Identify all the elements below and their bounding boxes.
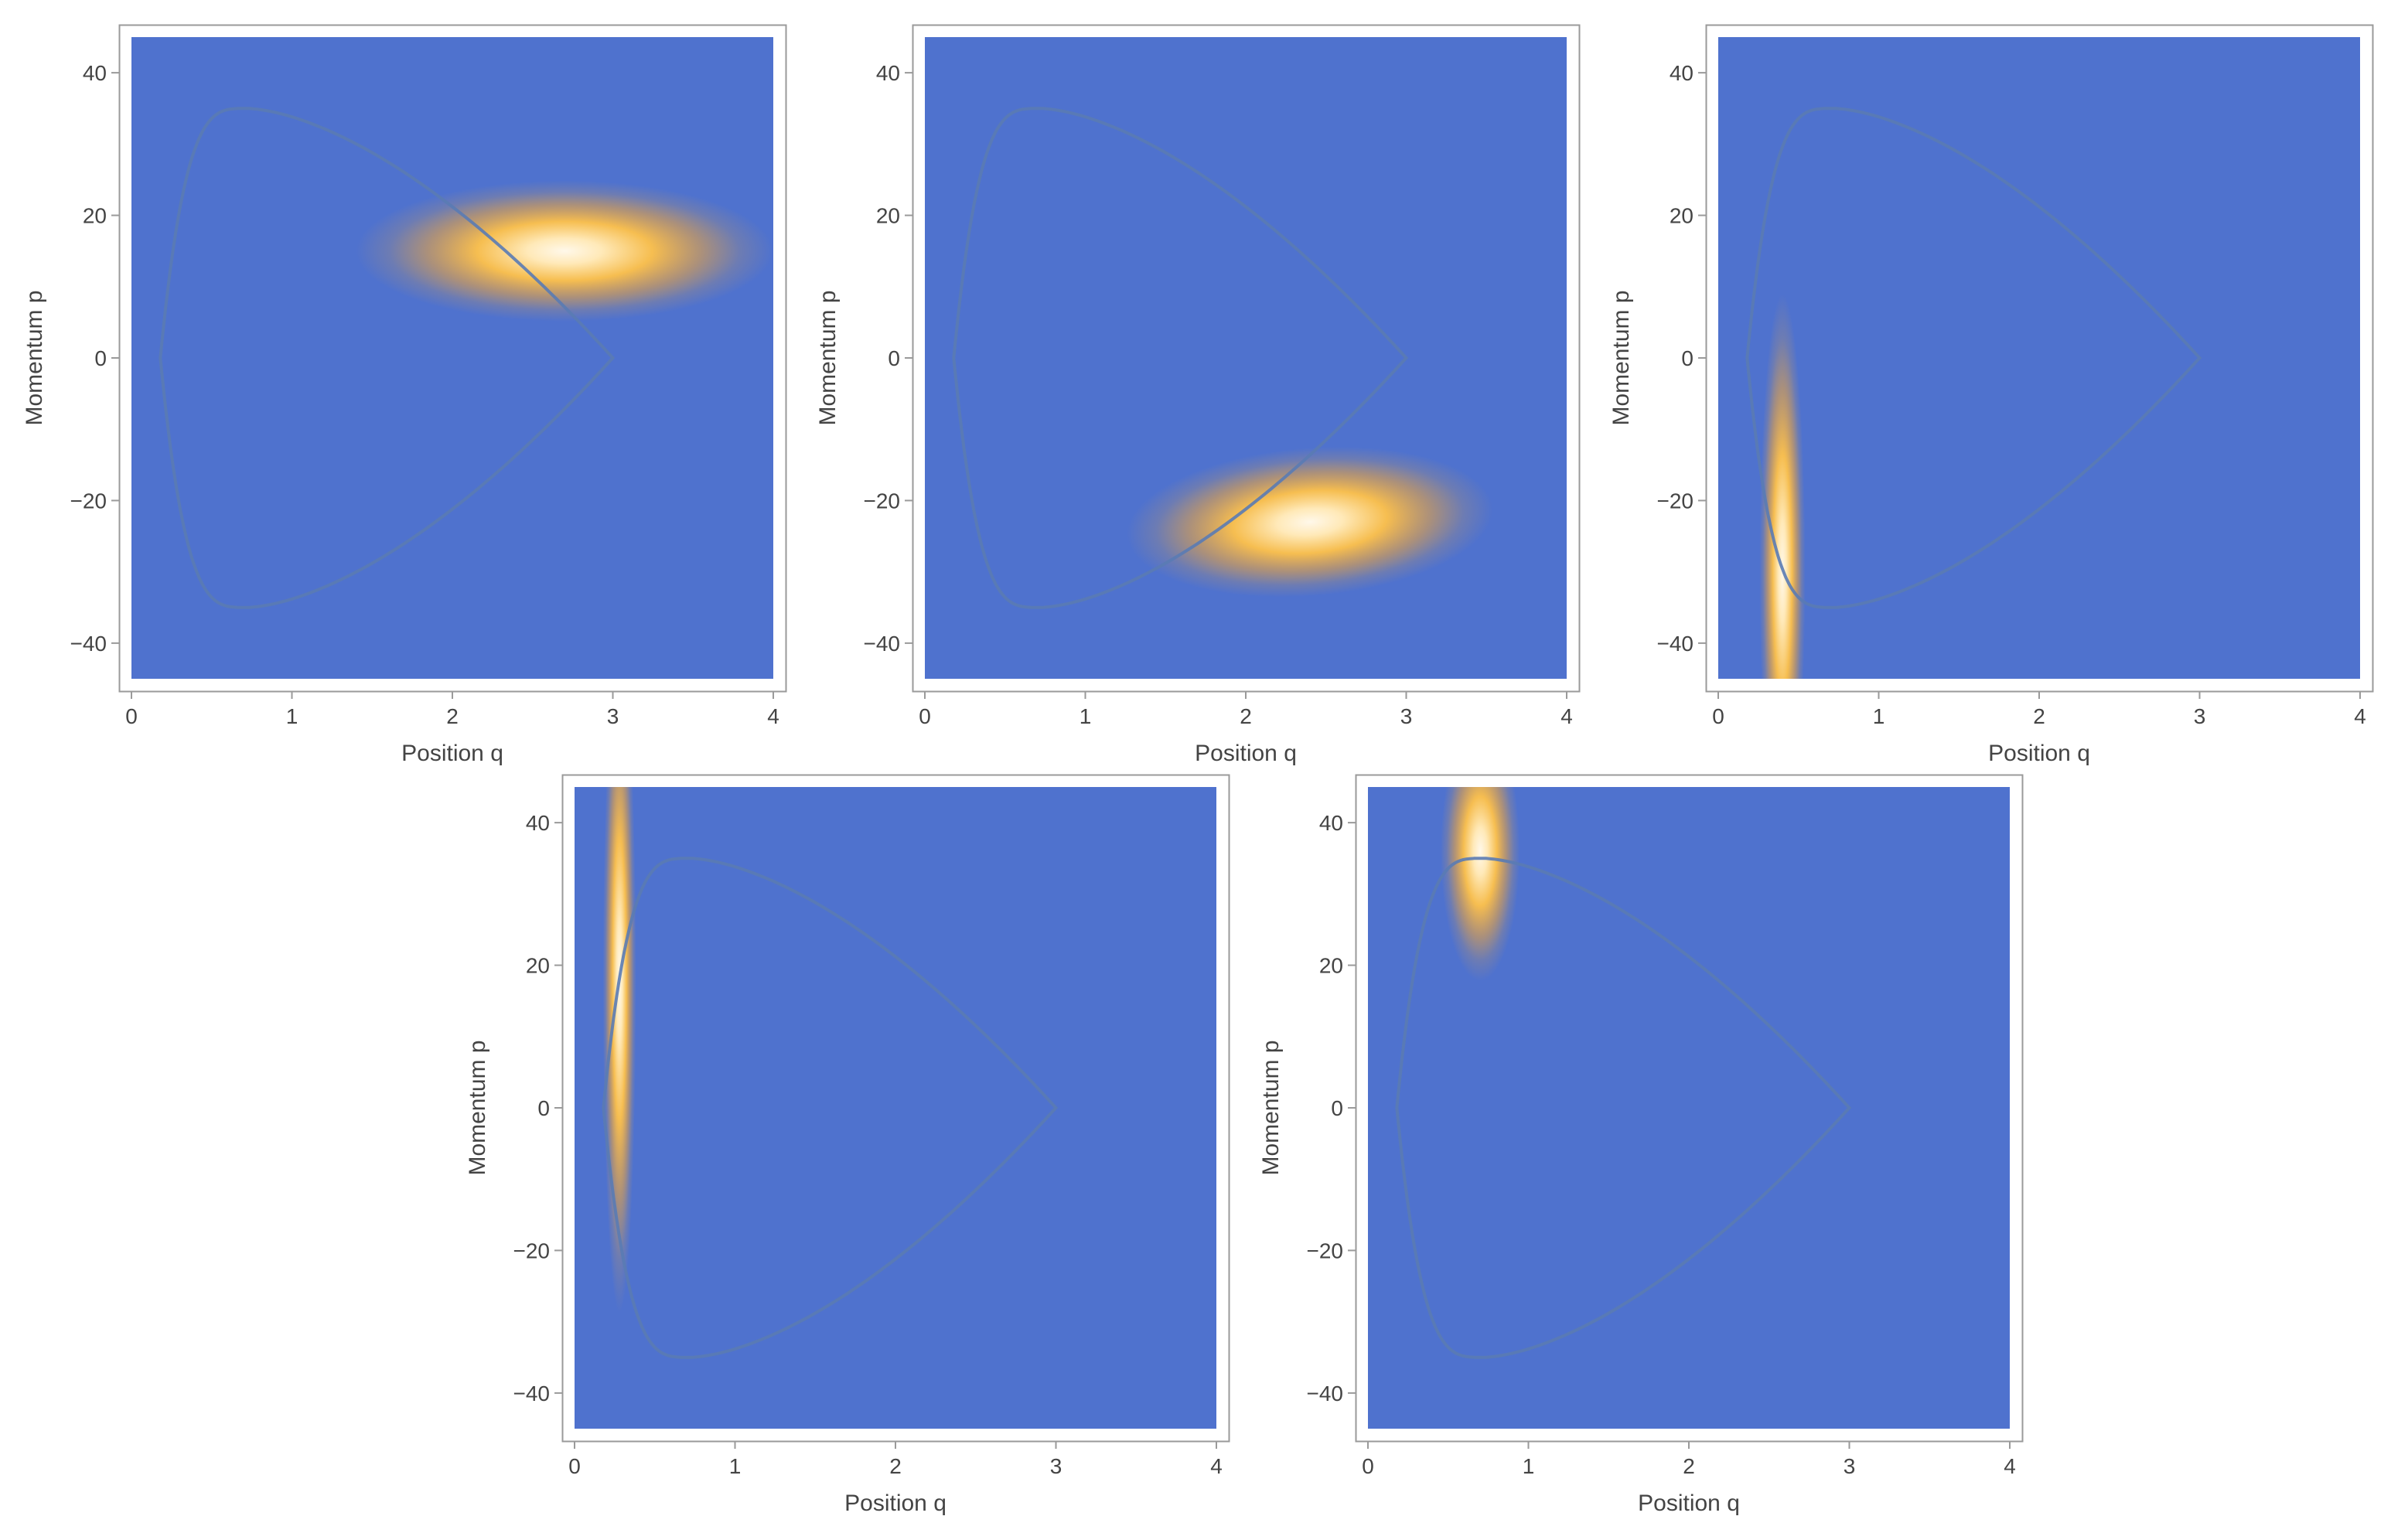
classical-orbit bbox=[952, 107, 1409, 609]
classical-orbit bbox=[1395, 857, 1852, 1359]
y-tick-label: 40 bbox=[83, 61, 107, 85]
x-tick-label: 3 bbox=[1844, 1454, 1856, 1478]
wave-packet-density bbox=[1127, 446, 1493, 598]
wave-packet-density bbox=[1759, 294, 1806, 679]
y-tick-label: 40 bbox=[1319, 811, 1343, 835]
wave-packet-density bbox=[356, 180, 773, 322]
x-tick-label: 0 bbox=[125, 704, 138, 728]
y-tick-label: 20 bbox=[83, 204, 107, 228]
y-axis-label: Momentum p bbox=[1608, 290, 1634, 425]
y-tick-label: −40 bbox=[1657, 632, 1694, 656]
x-tick-label: 1 bbox=[729, 1454, 742, 1478]
y-tick-label: −20 bbox=[1307, 1238, 1344, 1262]
x-tick-label: 4 bbox=[1210, 1454, 1223, 1478]
x-tick-label: 2 bbox=[446, 704, 459, 728]
y-tick-label: 40 bbox=[526, 811, 550, 835]
x-tick-label: 2 bbox=[1240, 704, 1252, 728]
x-tick-label: 4 bbox=[1560, 704, 1573, 728]
x-tick-label: 1 bbox=[1080, 704, 1092, 728]
x-tick-label: 2 bbox=[889, 1454, 902, 1478]
x-axis-label: Position q bbox=[1638, 1491, 1740, 1516]
density-background bbox=[575, 787, 1216, 1429]
phase-plot-1: 0 1 2 3 4 −40 −20 0 20 40 Position q Momentum p bbox=[22, 24, 787, 766]
x-tick-label: 4 bbox=[767, 704, 779, 728]
y-tick-label: 20 bbox=[876, 204, 900, 228]
y-tick-label: −40 bbox=[70, 632, 107, 656]
y-tick-label: −20 bbox=[1657, 489, 1694, 513]
x-axis-label: Position q bbox=[844, 1491, 947, 1516]
y-tick-label: −20 bbox=[864, 489, 901, 513]
x-tick-label: 1 bbox=[286, 704, 298, 728]
density-background bbox=[1718, 37, 2360, 679]
y-axis-label: Momentum p bbox=[465, 1040, 490, 1175]
x-tick-label: 2 bbox=[2033, 704, 2045, 728]
classical-orbit bbox=[159, 107, 616, 609]
phase-plot-4: 0 1 2 3 4 −40 −20 0 20 40 Position q Momentum p bbox=[465, 774, 1230, 1516]
y-tick-label: −20 bbox=[70, 489, 107, 513]
x-tick-label: 3 bbox=[607, 704, 619, 728]
x-tick-label: 2 bbox=[1683, 1454, 1695, 1478]
x-axis-label: Position q bbox=[1988, 741, 2090, 766]
y-tick-label: −40 bbox=[1307, 1382, 1344, 1405]
x-tick-label: 0 bbox=[1362, 1454, 1374, 1478]
wave-packet-density bbox=[1441, 787, 1520, 981]
x-tick-label: 3 bbox=[1400, 704, 1413, 728]
y-tick-label: −40 bbox=[864, 632, 901, 656]
phase-plot-3: 0 1 2 3 4 −40 −20 0 20 40 Position q Momentum p bbox=[1608, 24, 2374, 766]
x-tick-label: 1 bbox=[1873, 704, 1885, 728]
y-tick-label: 0 bbox=[1331, 1096, 1343, 1120]
x-tick-label: 4 bbox=[2004, 1454, 2016, 1478]
y-axis-label: Momentum p bbox=[22, 290, 47, 425]
x-tick-label: 3 bbox=[1050, 1454, 1062, 1478]
y-tick-label: 0 bbox=[94, 346, 107, 370]
y-axis-label: Momentum p bbox=[1258, 1040, 1284, 1175]
y-tick-label: 40 bbox=[1670, 61, 1693, 85]
x-tick-label: 0 bbox=[568, 1454, 581, 1478]
y-tick-label: −20 bbox=[513, 1238, 551, 1262]
x-tick-label: 3 bbox=[2194, 704, 2206, 728]
y-tick-label: 0 bbox=[888, 346, 900, 370]
classical-orbit bbox=[602, 857, 1059, 1359]
density-background bbox=[131, 37, 773, 679]
x-tick-label: 1 bbox=[1523, 1454, 1535, 1478]
y-tick-label: 20 bbox=[526, 954, 550, 978]
y-tick-label: 20 bbox=[1319, 954, 1343, 978]
x-axis-label: Position q bbox=[1195, 741, 1297, 766]
phase-plot-5: 0 1 2 3 4 −40 −20 0 20 40 Position q Momentum p bbox=[1258, 774, 2024, 1516]
x-tick-label: 0 bbox=[919, 704, 931, 728]
y-tick-label: 20 bbox=[1670, 204, 1693, 228]
classical-orbit bbox=[1745, 107, 2202, 609]
x-tick-label: 0 bbox=[1712, 704, 1724, 728]
y-tick-label: −40 bbox=[513, 1382, 551, 1405]
y-tick-label: 40 bbox=[876, 61, 900, 85]
y-tick-label: 0 bbox=[1681, 346, 1693, 370]
y-tick-label: 0 bbox=[537, 1096, 550, 1120]
x-tick-label: 4 bbox=[2354, 704, 2366, 728]
x-axis-label: Position q bbox=[401, 741, 503, 766]
y-axis-label: Momentum p bbox=[815, 290, 841, 425]
phase-plot-2: 0 1 2 3 4 −40 −20 0 20 40 Position q Momentum p bbox=[815, 24, 1581, 766]
